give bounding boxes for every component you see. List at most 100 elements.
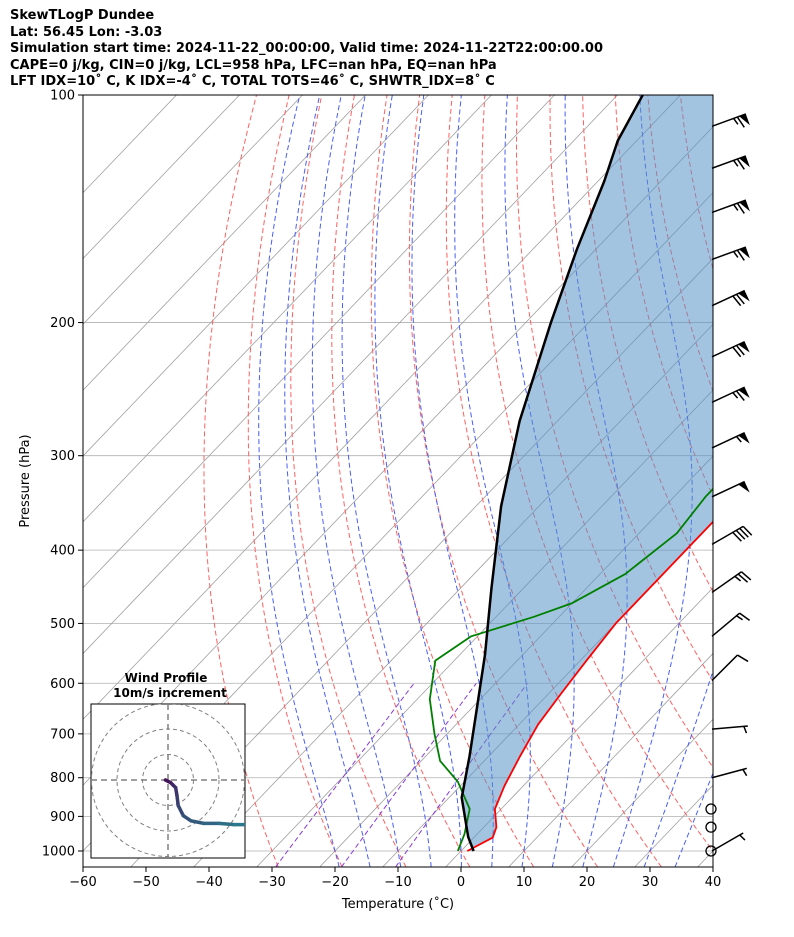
isotherm-line bbox=[83, 95, 240, 260]
barb-staff bbox=[711, 832, 744, 852]
wind-barbs bbox=[705, 113, 753, 857]
wind-barb bbox=[711, 832, 746, 852]
dry-adiabat bbox=[370, 95, 535, 867]
isotherm-line bbox=[83, 95, 303, 325]
axes: −60 −50 −40 −30 −20 −10 0 10 20 30 40 100 200 300 400 5… bbox=[42, 89, 721, 891]
hodograph-trace bbox=[176, 803, 186, 818]
location-line: Lat: 56.45 Lon: -3.03 bbox=[10, 24, 163, 40]
barb-full bbox=[732, 295, 742, 307]
dry-adiabat bbox=[247, 95, 343, 867]
dry-adiabat bbox=[746, 95, 794, 867]
isotherm-line bbox=[445, 587, 713, 867]
y-tick-label: 100 bbox=[50, 89, 75, 104]
y-axis-label: Pressure (hPa) bbox=[18, 434, 33, 527]
moist-adiabat bbox=[454, 95, 531, 867]
wind-barb bbox=[711, 386, 750, 404]
barb-half bbox=[736, 615, 743, 621]
barb-full bbox=[735, 293, 745, 305]
barb-full bbox=[737, 573, 749, 583]
barb-full bbox=[740, 571, 752, 581]
hodograph-trace bbox=[189, 819, 206, 826]
moist-adiabat bbox=[411, 95, 494, 867]
barb-staff bbox=[711, 386, 745, 404]
x-tick-label: 0 bbox=[457, 875, 465, 890]
wind-barb bbox=[711, 612, 751, 637]
y-tick-label: 500 bbox=[50, 617, 75, 632]
barb-full bbox=[736, 158, 745, 170]
moist-adiabat bbox=[284, 95, 371, 867]
dry-adiabat bbox=[445, 95, 662, 867]
mixing-ratio-line bbox=[340, 682, 477, 867]
barb-half bbox=[735, 436, 742, 443]
hodograph-trace bbox=[247, 823, 260, 824]
isotherm-line bbox=[571, 718, 713, 867]
x-tick-label: −50 bbox=[132, 875, 159, 890]
wind-barb bbox=[711, 725, 748, 734]
x-tick-label: −20 bbox=[321, 875, 348, 890]
mixing-ratio-line bbox=[275, 682, 415, 867]
dry-adiabat bbox=[481, 95, 713, 852]
isotherm-line bbox=[130, 257, 713, 867]
moist-adiabat bbox=[311, 95, 402, 867]
calm-circle bbox=[705, 821, 717, 833]
parcel-line bbox=[460, 95, 644, 852]
wind-barb bbox=[711, 525, 753, 545]
barb-half bbox=[733, 251, 739, 258]
barb-full bbox=[737, 654, 749, 663]
barb-flag bbox=[738, 387, 750, 398]
moist-adiabat bbox=[612, 95, 693, 867]
barb-full bbox=[735, 344, 745, 356]
x-tick-label: 20 bbox=[579, 875, 596, 890]
index-line: LFT IDX=10˚ C, K IDX=-4˚ C, TOTAL TOTS=4… bbox=[10, 74, 495, 89]
calm-circle bbox=[705, 845, 717, 857]
barb-full bbox=[739, 527, 749, 538]
y-tick-label: 900 bbox=[50, 810, 75, 825]
moist-adiabat bbox=[674, 771, 713, 867]
barb-staff bbox=[711, 612, 741, 637]
wind-barb bbox=[711, 199, 750, 214]
barb-staff bbox=[711, 432, 745, 449]
hodograph-trace bbox=[217, 821, 237, 827]
y-tick-label: 800 bbox=[50, 771, 75, 786]
x-tick-label: −40 bbox=[195, 875, 222, 890]
barb-staff bbox=[711, 199, 747, 214]
wind-barb bbox=[711, 432, 750, 449]
barb-full bbox=[739, 612, 751, 622]
barb-flag bbox=[739, 113, 750, 126]
cin-shading bbox=[461, 95, 713, 851]
barb-staff bbox=[711, 155, 747, 169]
dry-adiabat bbox=[203, 95, 279, 867]
x-tick-label: −30 bbox=[258, 875, 285, 890]
barb-full bbox=[736, 249, 745, 261]
dry-adiabat bbox=[712, 95, 713, 98]
wind-barb bbox=[711, 289, 750, 307]
barb-staff bbox=[711, 480, 745, 498]
x-tick-label: −60 bbox=[69, 875, 96, 890]
wind-barb bbox=[711, 571, 752, 594]
wind-barb bbox=[711, 767, 748, 779]
barb-half bbox=[732, 392, 739, 399]
isotherm-line bbox=[83, 95, 492, 523]
moist-adiabat bbox=[341, 95, 432, 867]
x-tick-label: 40 bbox=[705, 875, 722, 890]
wind-barb bbox=[711, 155, 750, 170]
x-tick-label: −10 bbox=[384, 875, 411, 890]
dry-adiabat bbox=[778, 95, 794, 867]
barb-flag bbox=[738, 341, 750, 353]
barb-staff bbox=[711, 340, 745, 358]
barb-staff bbox=[711, 767, 747, 779]
moist-adiabat bbox=[374, 95, 462, 867]
barb-staff bbox=[711, 113, 747, 127]
barb-full bbox=[742, 525, 753, 536]
barb-flag bbox=[738, 432, 750, 444]
data-lines bbox=[428, 95, 713, 852]
chart-title: SkewTLogP Dundee bbox=[10, 8, 155, 23]
isotherm-line bbox=[508, 652, 713, 867]
chart-header: SkewTLogP Dundee Lat: 56.45 Lon: -3.03 S… bbox=[10, 8, 603, 91]
barb-half bbox=[743, 726, 748, 734]
barb-full bbox=[735, 390, 745, 402]
isotherm-line bbox=[83, 95, 681, 720]
barb-flag bbox=[739, 155, 750, 168]
y-tick-label: 600 bbox=[50, 677, 75, 692]
